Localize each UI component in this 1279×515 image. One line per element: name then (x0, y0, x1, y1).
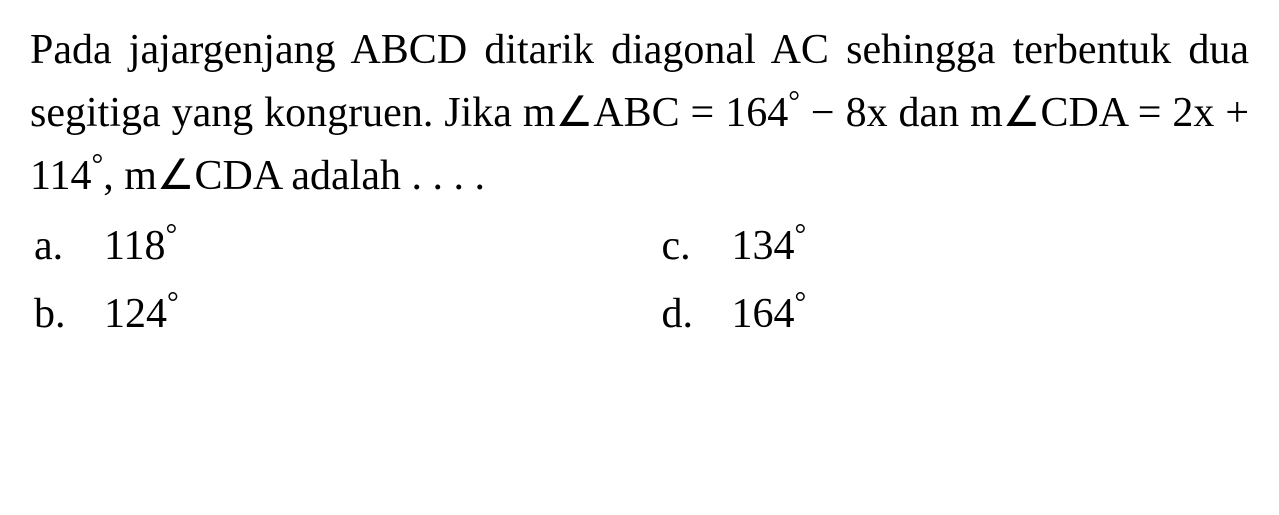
angle-symbol: ∠ (556, 90, 594, 136)
option-c-number: 134 (732, 223, 795, 269)
option-letter-a: a. (34, 217, 104, 276)
option-value-a: 118° (104, 215, 622, 276)
question-line4-mid: , m (103, 153, 157, 199)
angle-symbol: ∠ (157, 153, 195, 199)
option-c: c. 134° (662, 215, 1250, 276)
math-question: Pada jajargenjang ABCD ditarik diagonal … (30, 20, 1249, 344)
option-d: d. 164° (662, 283, 1250, 344)
question-line1: Pada jajargenjang ABCD ditarik diagonal … (30, 27, 829, 73)
option-d-number: 164 (732, 291, 795, 337)
angle-symbol: ∠ (1003, 90, 1041, 136)
option-a-number: 118 (104, 223, 165, 269)
question-line3-angle1: ABC = 164 (593, 90, 788, 136)
option-b-number: 124 (104, 291, 167, 337)
degree-symbol: ° (91, 149, 103, 181)
degree-symbol: ° (165, 219, 177, 251)
option-letter-d: d. (662, 285, 732, 344)
answer-options: a. 118° c. 134° b. 124° d. 164° (30, 215, 1249, 345)
degree-symbol: ° (795, 287, 807, 319)
option-a: a. 118° (34, 215, 622, 276)
degree-symbol: ° (788, 86, 800, 118)
question-body: Pada jajargenjang ABCD ditarik diagonal … (30, 20, 1249, 207)
question-line4-angle: CDA adalah . . . . (195, 153, 485, 199)
option-value-d: 164° (732, 283, 1250, 344)
option-value-b: 124° (104, 283, 622, 344)
option-letter-c: c. (662, 217, 732, 276)
question-line3-angle2: CDA = 2x + (1040, 90, 1249, 136)
degree-symbol: ° (795, 219, 807, 251)
question-line3-prefix: Jika m (444, 90, 555, 136)
question-line3-mid: − 8x dan m (800, 90, 1003, 136)
option-value-c: 134° (732, 215, 1250, 276)
option-letter-b: b. (34, 285, 104, 344)
degree-symbol: ° (167, 287, 179, 319)
question-line4-prefix: 114 (30, 153, 91, 199)
option-b: b. 124° (34, 283, 622, 344)
